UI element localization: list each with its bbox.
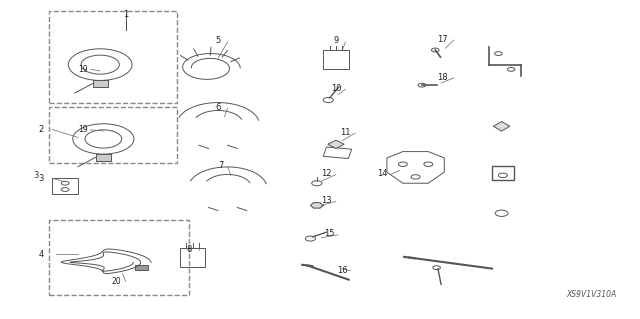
Text: 19: 19: [78, 65, 88, 74]
Text: 3: 3: [38, 174, 44, 183]
Text: 20: 20: [111, 277, 121, 286]
Text: 16: 16: [337, 266, 348, 275]
Bar: [93, 80, 108, 87]
Text: 5: 5: [216, 36, 221, 45]
Text: 8: 8: [187, 245, 192, 254]
Polygon shape: [328, 140, 344, 148]
Text: 7: 7: [218, 161, 224, 170]
Text: 9: 9: [333, 36, 339, 45]
Text: 10: 10: [331, 84, 341, 93]
Text: 1: 1: [123, 10, 128, 19]
Text: 3: 3: [34, 172, 39, 181]
Text: 6: 6: [215, 103, 221, 112]
Text: XS9V1V310A: XS9V1V310A: [566, 290, 616, 299]
Bar: [323, 147, 351, 159]
Polygon shape: [493, 122, 510, 131]
Text: 18: 18: [437, 73, 447, 82]
Bar: [323, 50, 349, 69]
Text: 4: 4: [38, 250, 44, 259]
Bar: [49, 219, 189, 295]
Text: 17: 17: [437, 35, 447, 44]
Bar: [492, 166, 515, 180]
Polygon shape: [310, 203, 323, 208]
Text: 19: 19: [78, 125, 88, 134]
Text: 11: 11: [340, 128, 351, 137]
Bar: [135, 265, 148, 270]
Bar: [49, 11, 177, 103]
Bar: [96, 154, 111, 161]
Bar: [180, 248, 205, 267]
Text: 13: 13: [321, 196, 332, 205]
Bar: [49, 107, 177, 163]
Text: 12: 12: [321, 169, 332, 178]
Bar: [52, 178, 78, 194]
Text: 14: 14: [377, 169, 388, 178]
Text: 15: 15: [324, 229, 335, 238]
Text: 2: 2: [38, 125, 44, 134]
